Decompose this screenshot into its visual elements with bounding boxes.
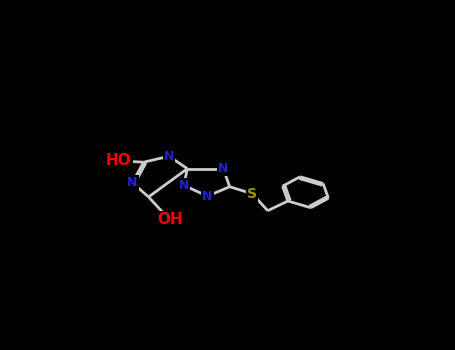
Text: HO: HO: [106, 153, 131, 168]
Text: N: N: [164, 150, 174, 163]
Text: N: N: [127, 176, 137, 189]
Text: N: N: [179, 179, 189, 192]
Text: OH: OH: [157, 212, 182, 228]
Text: N: N: [202, 190, 212, 203]
Text: S: S: [247, 187, 257, 201]
Text: N: N: [218, 162, 228, 175]
